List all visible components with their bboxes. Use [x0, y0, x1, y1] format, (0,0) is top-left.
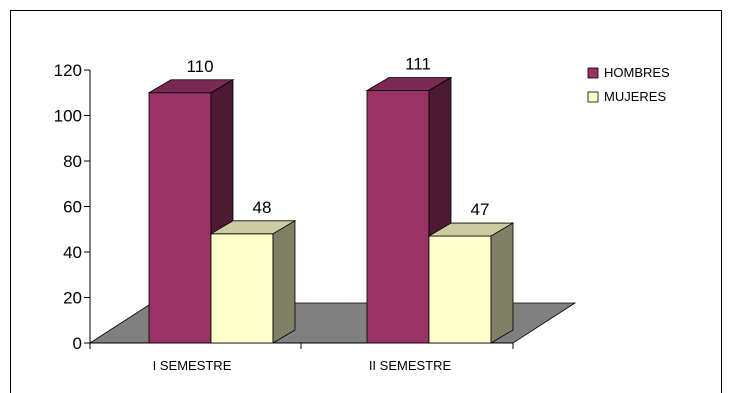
chart-area-border	[10, 10, 722, 393]
bar-front	[428, 235, 492, 344]
legend-label-mujeres: MUJERES	[604, 89, 666, 104]
chart-frame: 0 20 40 60 80 100 120 I SEMESTRE II SEMESTRE 110…	[10, 10, 722, 393]
y-tick-label: 20	[63, 289, 82, 308]
data-label: 110	[186, 57, 213, 76]
data-labels: 110 48 111 47	[186, 54, 489, 219]
y-tick-label: 40	[63, 243, 82, 262]
bar-front	[366, 90, 430, 344]
data-label: 47	[471, 200, 490, 219]
bars	[147, 76, 515, 344]
y-tick-label: 80	[63, 152, 82, 171]
bar-side	[490, 222, 514, 344]
x-tick-label: I SEMESTRE	[153, 358, 232, 373]
axes: 0 20 40 60 80 100 120 I SEMESTRE II SEMESTRE	[54, 61, 514, 373]
y-tick-label: 0	[73, 334, 82, 353]
legend-swatch-hombres	[587, 67, 599, 79]
x-tick-label: II SEMESTRE	[369, 358, 452, 373]
y-tick-label: 60	[63, 198, 82, 217]
legend: HOMBRES MUJERES	[587, 65, 670, 104]
y-tick-label: 120	[54, 61, 82, 80]
legend-swatch-mujeres	[587, 91, 599, 103]
data-label: 111	[405, 54, 431, 73]
bar-front	[148, 92, 212, 344]
data-label: 48	[253, 198, 272, 217]
legend-label-hombres: HOMBRES	[604, 65, 670, 80]
bar-side	[272, 220, 296, 344]
bar-front	[210, 233, 274, 344]
y-tick-label: 100	[54, 107, 82, 126]
